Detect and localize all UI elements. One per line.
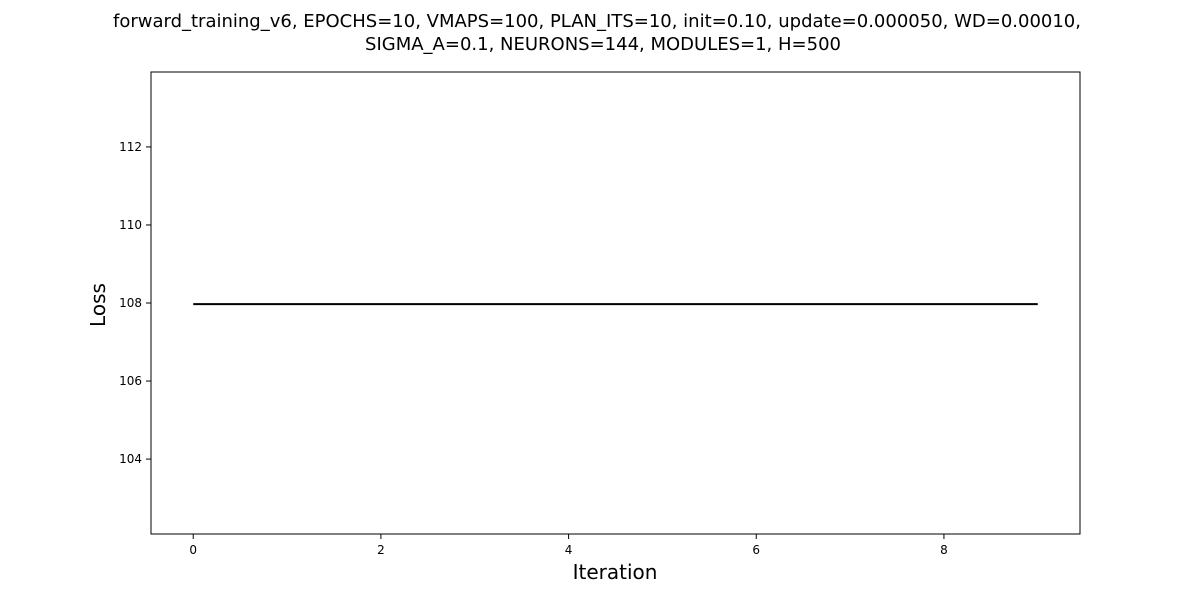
y-tick-label: 106 xyxy=(119,374,142,388)
y-axis-ticks: 104 106 108 110 112 xyxy=(119,140,151,466)
x-tick-label: 4 xyxy=(565,543,573,557)
x-tick-label: 6 xyxy=(752,543,760,557)
x-tick-label: 2 xyxy=(377,543,385,557)
x-axis-ticks: 0 2 4 6 8 xyxy=(189,534,948,557)
y-axis-label: Loss xyxy=(86,283,110,327)
x-axis-label: Iteration xyxy=(573,560,658,584)
y-tick-label: 110 xyxy=(119,218,142,232)
plot-area: 0 2 4 6 8 104 106 108 110 112 xyxy=(119,71,1081,557)
chart-title-line-2: SIGMA_A=0.1, NEURONS=144, MODULES=1, H=5… xyxy=(365,34,841,55)
y-tick-label: 108 xyxy=(119,296,142,310)
chart-title-line-1: forward_training_v6, EPOCHS=10, VMAPS=10… xyxy=(113,11,1081,32)
x-tick-label: 0 xyxy=(189,543,197,557)
y-tick-label: 104 xyxy=(119,452,142,466)
x-tick-label: 8 xyxy=(940,543,948,557)
y-tick-label: 112 xyxy=(119,140,142,154)
